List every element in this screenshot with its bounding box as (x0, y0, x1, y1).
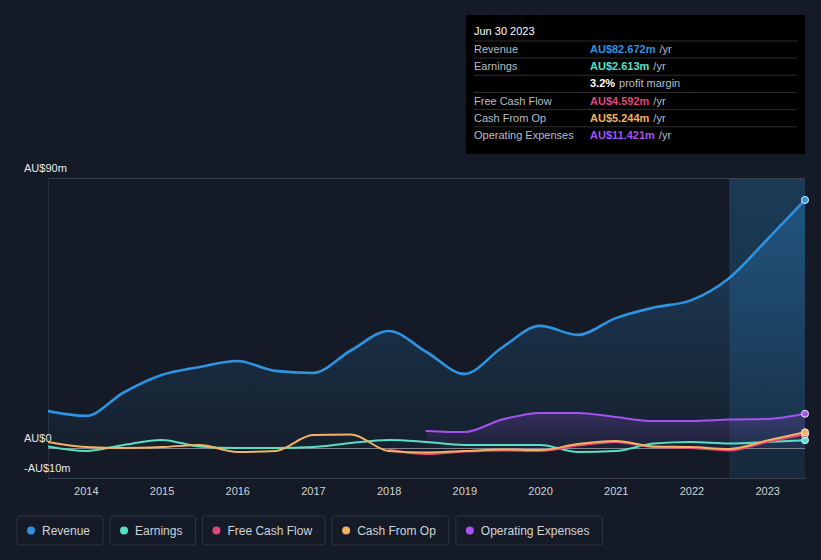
legend-label: Earnings (135, 524, 182, 538)
x-tick: 2017 (301, 478, 325, 497)
y-tick: -AU$10m (24, 462, 805, 478)
end-point (802, 410, 809, 417)
tooltip-label: Cash From Op (474, 112, 546, 124)
series-line (48, 200, 805, 416)
legend-item: Cash From Op (332, 516, 449, 545)
tooltip-row: 3.2% profit margin (590, 77, 680, 89)
x-tick: 2018 (377, 478, 401, 497)
tooltip-separator (474, 92, 797, 93)
tooltip-unit: /yr (659, 129, 672, 141)
tooltip-value: AU$82.672m (590, 43, 656, 55)
x-axis: 2014 2015 2016 2017 2018 2019 2020 2021 2022 2023 (49, 478, 806, 497)
tooltip-value: AU$5.244m (590, 112, 650, 124)
tooltip-row: AU$5.244m/yr (590, 112, 666, 124)
series-line (48, 432, 805, 452)
legend: Revenue Earnings Free Cash Flow Cash From O… (17, 516, 603, 545)
series-line (48, 440, 805, 452)
legend-swatch (466, 527, 474, 535)
legend-label: Free Cash Flow (227, 524, 312, 538)
legend-swatch (342, 527, 350, 535)
tooltip-label: Revenue (474, 43, 518, 55)
legend-box (456, 516, 603, 545)
legend-swatch (212, 527, 220, 535)
y-axis-line (49, 179, 806, 479)
legend-label: Revenue (42, 524, 90, 538)
tooltip-unit: profit margin (619, 77, 680, 89)
tooltip-unit: /yr (653, 60, 666, 72)
background (0, 0, 821, 560)
y-tick-label: AU$90m (24, 162, 67, 174)
tooltip-unit: /yr (653, 112, 666, 124)
x-tick: 2016 (226, 478, 250, 497)
x-tick: 2022 (680, 478, 704, 497)
tooltip-value: 3.2% (590, 77, 615, 89)
tooltip-row: AU$4.592m/yr (590, 95, 666, 107)
plot-area (48, 200, 805, 454)
tooltip: Jun 30 2023 Revenue AU$82.672m/yr Earnings A… (466, 15, 805, 154)
tooltip-unit: /yr (653, 95, 666, 107)
legend-box (110, 516, 195, 545)
tooltip-value: AU$2.613m (590, 60, 650, 72)
chart-container: -AU$10mAU$0AU$90m20142015201620172018201… (0, 0, 821, 560)
tooltip-label: Operating Expenses (474, 129, 574, 141)
x-tick: 2023 (755, 478, 779, 497)
tooltip-label: Free Cash Flow (474, 95, 552, 107)
grid-line (48, 478, 805, 479)
x-tick: 2015 (150, 478, 174, 497)
x-tick-label: 2017 (301, 485, 325, 497)
x-tick-label: 2021 (604, 485, 628, 497)
grid-line (48, 178, 805, 179)
chart-svg: -AU$10mAU$0AU$90m20142015201620172018201… (0, 0, 821, 560)
tooltip-box (466, 15, 805, 154)
x-axis-line (49, 478, 806, 479)
x-tick-label: 2018 (377, 485, 401, 497)
x-tick: 2014 (74, 478, 98, 497)
legend-swatch (120, 527, 128, 535)
y-axis: -AU$10m AU$0 AU$90m (24, 162, 805, 478)
tooltip-value: AU$11.421m (590, 129, 655, 141)
end-dots (802, 196, 809, 443)
x-tick-label: 2016 (226, 485, 250, 497)
x-tick: 2020 (528, 478, 552, 497)
x-tick: 2019 (453, 478, 477, 497)
y-tick: AU$90m (24, 162, 805, 178)
tooltip-separator (474, 58, 797, 59)
tooltip-row: AU$11.421m/yr (590, 129, 671, 141)
y-tick-label: -AU$10m (24, 462, 70, 474)
legend-box (332, 516, 449, 545)
legend-item: Free Cash Flow (202, 516, 325, 545)
x-tick: 2021 (604, 478, 628, 497)
x-tick-label: 2019 (453, 485, 477, 497)
x-tick-label: 2020 (528, 485, 552, 497)
series-line (427, 413, 806, 432)
tooltip-title: Jun 30 2023 (474, 25, 535, 37)
legend-label: Cash From Op (357, 524, 436, 538)
tooltip-separator (474, 41, 797, 42)
tooltip-separator (474, 109, 797, 110)
tooltip-separator (474, 126, 797, 127)
legend-box (202, 516, 325, 545)
legend-item: Earnings (110, 516, 195, 545)
tooltip-unit: /yr (659, 43, 672, 55)
tooltip-row: AU$2.613m/yr (590, 60, 666, 72)
end-point (802, 196, 809, 203)
x-tick-label: 2015 (150, 485, 174, 497)
x-tick-label: 2023 (755, 485, 779, 497)
legend-swatch (27, 527, 35, 535)
tooltip-row: AU$82.672m/yr (590, 43, 672, 55)
tooltip-separator (474, 75, 797, 76)
end-point (802, 429, 809, 436)
legend-label: Operating Expenses (481, 524, 590, 538)
tooltip-value: AU$4.592m (590, 95, 650, 107)
legend-box (17, 516, 103, 545)
legend-item: Operating Expenses (456, 516, 603, 545)
series-area (48, 200, 805, 448)
x-tick-label: 2022 (680, 485, 704, 497)
x-tick-label: 2014 (74, 485, 98, 497)
tooltip-label: Earnings (474, 60, 518, 72)
y-tick-label: AU$0 (24, 432, 52, 444)
legend-item: Revenue (17, 516, 103, 545)
